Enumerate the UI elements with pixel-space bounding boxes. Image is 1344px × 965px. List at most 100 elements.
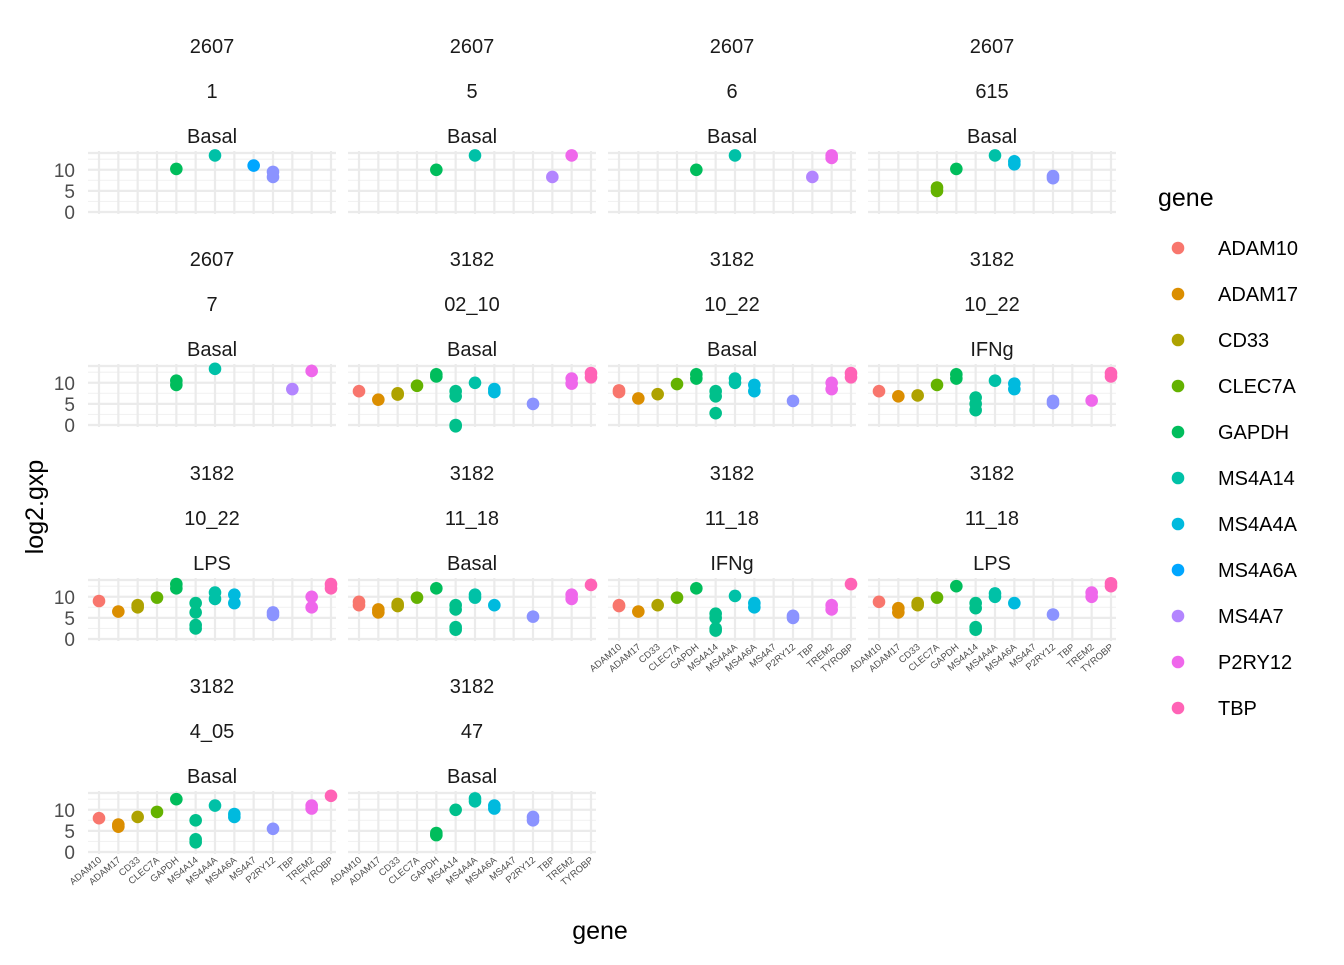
data-point [305,590,318,604]
data-point [1008,596,1021,610]
legend-key [1171,287,1185,301]
legend-label: P2RY12 [1218,652,1292,674]
data-point [372,393,385,406]
data-point [1046,171,1060,185]
data-point [1085,590,1098,604]
legend-key [1171,425,1185,439]
data-point [950,372,963,385]
legend-label: TBP [1218,698,1257,720]
legend-label: CD33 [1218,330,1269,352]
y-tick-label: 5 [64,822,75,843]
strip-label: Basal [447,553,497,575]
data-point [786,611,800,625]
data-point [449,623,462,637]
legend-key [1171,701,1185,715]
strip-label: Basal [447,339,497,361]
data-point [690,582,703,595]
data-point [950,579,963,593]
strip-label: Basal [447,126,497,148]
data-point [844,370,858,384]
data-point [352,598,366,612]
y-tick-label: 5 [64,609,75,630]
strip-label: 615 [975,81,1008,103]
strip-label: Basal [967,126,1017,148]
strip-label: 2607 [710,36,755,58]
y-tick-label: 0 [64,630,75,651]
data-point [584,370,598,384]
legend-label: MS4A4A [1218,514,1298,536]
strip-label: 2607 [190,36,235,58]
strip-label: Basal [707,339,757,361]
legend-label: MS4A14 [1218,468,1295,490]
panel-7: 3182 10_22 IFNg [868,249,1118,427]
data-point [670,591,684,604]
strip-label: 02_10 [444,294,500,316]
data-point [131,810,144,824]
data-point [911,389,924,402]
strip-label: LPS [973,553,1011,575]
legend-label: ADAM10 [1218,238,1298,260]
data-point [546,170,559,184]
strip-label: Basal [447,766,497,788]
data-point [988,374,1002,387]
data-point [189,596,202,610]
legend-key [1171,379,1185,393]
data-point [911,598,924,612]
data-point [488,598,501,612]
panel-1: 2607 5 Basal [348,36,596,214]
data-point [565,592,578,606]
data-point [170,792,183,806]
strip-label: 3182 [190,463,235,485]
data-point [709,611,722,625]
strip-label: 47 [461,721,483,743]
data-point [372,606,385,619]
data-point [468,591,482,604]
data-point [526,814,540,827]
data-point [872,595,886,609]
data-point [728,149,742,162]
data-point [612,599,626,613]
data-point [324,789,338,803]
data-point [247,159,260,172]
strip-label: 1 [206,81,217,103]
panel-13: 318247BasalADAM10ADAM17CD33CLEC7AGAPDHMS… [328,676,596,888]
data-point [170,162,183,176]
legend-label: GAPDH [1218,422,1289,444]
strip-label: 3182 [710,463,755,485]
data-point [651,387,664,401]
y-tick-label: 10 [54,588,75,609]
legend-key [1171,517,1185,531]
data-point [969,623,982,637]
data-point [208,149,222,162]
data-point [208,362,222,376]
y-tick-label: 5 [64,395,75,416]
panel-6: 3182 10_22 Basal [608,249,858,427]
legend-key [1171,655,1185,669]
data-point [410,379,424,393]
data-point [266,170,280,184]
strip-label: 11_18 [705,508,759,530]
data-point [468,376,482,390]
data-point [112,605,125,618]
data-point [690,372,703,385]
strip-label: Basal [187,126,237,148]
data-point [410,591,424,604]
data-point [1046,396,1060,410]
panel-11: 318211_18LPSADAM10ADAM17CD33CLEC7AGAPDHM… [848,463,1118,675]
data-point [651,598,664,612]
data-point [930,378,944,392]
data-point [892,389,905,403]
data-point [565,377,578,390]
data-point [430,582,443,595]
panel-10: 318211_18IFNgADAM10ADAM17CD33CLEC7AGAPDH… [588,463,858,675]
data-point [1104,370,1118,383]
data-point [449,419,462,433]
legend-title: gene [1158,184,1214,212]
data-point [170,582,183,595]
y-tick-label: 0 [64,203,75,224]
y-tick-label: 10 [54,374,75,395]
data-point [670,377,684,391]
data-point [1046,608,1060,621]
